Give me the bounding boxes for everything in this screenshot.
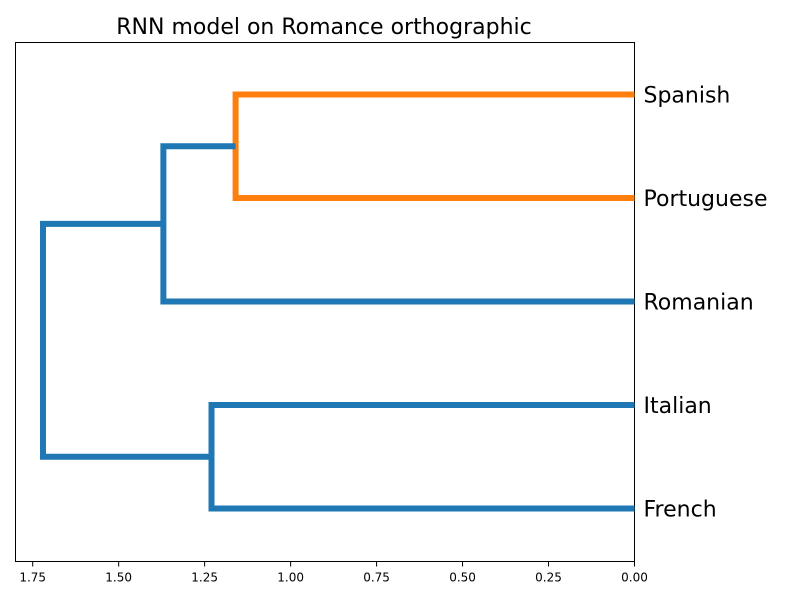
link-c1 (232, 91, 635, 201)
leaf-label-italian: Italian (644, 394, 712, 419)
leaf-label-romanian: Romanian (644, 291, 754, 316)
chart-title: RNN model on Romance orthographic (116, 15, 531, 40)
leaf-label-portuguese: Portuguese (644, 187, 768, 212)
x-tick-label-1: 1.50 (105, 571, 132, 585)
leaf-label-french: French (644, 498, 717, 523)
x-tick-label-5: 0.50 (449, 571, 476, 585)
x-tick-label-3: 1.00 (277, 571, 304, 585)
x-axis: 1.75 1.50 1.25 1.00 0.75 0.50 0.25 0.00 (19, 561, 648, 585)
x-tick-label-2: 1.25 (191, 571, 218, 585)
link-c4 (40, 220, 212, 460)
leaf-labels: Spanish Portuguese Romanian Italian French (644, 84, 768, 523)
dendrogram-links (40, 91, 635, 512)
leaf-label-spanish: Spanish (644, 84, 731, 109)
x-tick-label-6: 0.25 (535, 571, 562, 585)
x-tick-label-7: 0.00 (621, 571, 648, 585)
x-tick-label-4: 0.75 (363, 571, 390, 585)
link-c3 (208, 402, 635, 512)
x-tick-label-0: 1.75 (19, 571, 46, 585)
